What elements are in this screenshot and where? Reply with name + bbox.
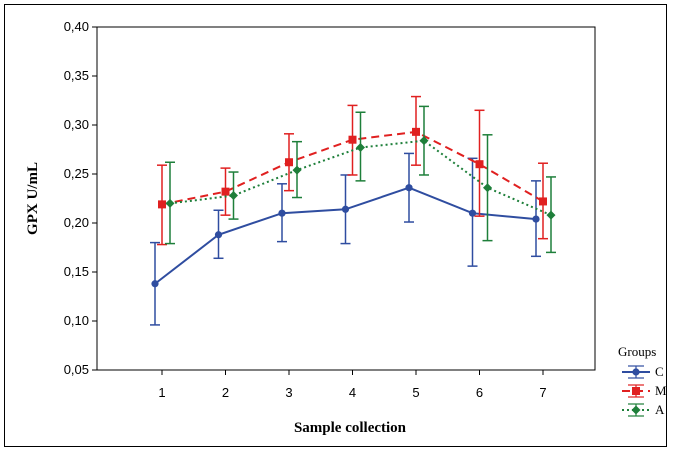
legend-label: M [655,383,667,398]
y-tick-label: 0,25 [64,166,89,181]
series-M [157,95,548,246]
legend-label: C [655,364,664,379]
data-point [221,187,230,196]
y-tick-label: 0,15 [64,264,89,279]
y-tick-label: 0,30 [64,117,89,132]
plot-area [96,26,596,371]
data-point [546,210,556,220]
data-point [158,200,166,209]
data-point [341,205,350,213]
legend-label: A [655,402,665,417]
legend-item-C: C [622,364,664,379]
series-A [165,105,556,254]
y-tick-label: 0,20 [64,215,89,230]
series-layer [150,95,556,326]
legend: Groups CMA [618,344,667,417]
data-point [165,198,175,208]
data-point [229,191,238,201]
data-point [532,215,540,223]
data-point [214,231,223,239]
x-axis-title: Sample collection [294,420,407,436]
y-axis-title: GPX U/mL [25,162,41,235]
data-point [292,165,302,175]
legend-marker [632,368,640,376]
data-point [405,184,413,192]
data-point [348,135,357,144]
x-tick-label: 5 [412,385,419,400]
x-tick-label: 1 [158,385,165,400]
y-tick-label: 0,10 [64,313,89,328]
y-axis: 0,05 0,10 0,15 0,20 0,25 0,30 0,35 0,40 [64,19,97,377]
data-point [285,158,293,167]
x-tick-label: 6 [476,385,483,400]
legend-title: Groups [618,344,656,359]
series-C [150,152,541,326]
data-point [151,280,159,288]
data-point [475,160,484,169]
legend-marker [632,387,640,395]
legend-marker [631,405,641,415]
data-point [278,209,286,217]
x-tick-label: 2 [222,385,229,400]
x-tick-label: 4 [349,385,356,400]
x-tick-label: 7 [539,385,546,400]
data-point [483,183,492,193]
data-point [419,136,429,146]
y-tick-label: 0,35 [64,68,89,83]
legend-item-M: M [622,383,667,398]
x-tick-label: 3 [285,385,292,400]
data-point [356,143,365,153]
data-point [468,209,477,217]
chart-frame [4,4,667,447]
y-tick-label: 0,05 [64,362,89,377]
legend-item-A: A [622,402,665,417]
x-axis: 1 2 3 4 5 6 7 [158,370,547,400]
data-point [539,197,547,206]
y-tick-label: 0,40 [64,19,89,34]
data-point [412,127,420,136]
